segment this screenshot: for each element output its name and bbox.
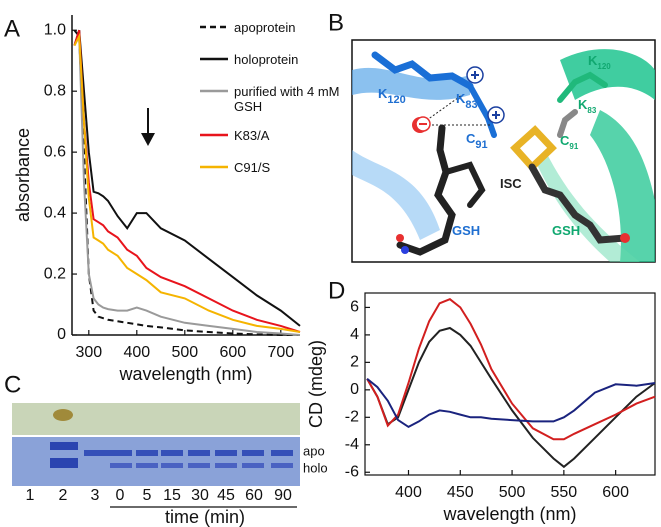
structure-label: ISC	[500, 176, 522, 191]
label-text: ISC	[500, 176, 522, 191]
x-tick-label: 550	[551, 484, 578, 501]
lane-label: 15	[163, 487, 181, 504]
lane-label: 45	[217, 487, 235, 504]
structure-label: GSH	[552, 223, 580, 238]
y-tick-label: 1.0	[44, 21, 66, 38]
legend-label: C91/S	[234, 160, 346, 175]
lane-label: 5	[143, 487, 152, 504]
lane-label: 30	[191, 487, 209, 504]
lane-label: 1	[26, 487, 35, 504]
x-tick-label: 700	[267, 344, 294, 361]
y-axis-title: CD (mdeg)	[306, 340, 326, 428]
y-tick-label: -2	[345, 409, 359, 426]
lane-label: 3	[91, 487, 100, 504]
lane-label: 2	[59, 487, 68, 504]
x-tick-label: 400	[123, 344, 150, 361]
legend-label: K83/A	[234, 128, 346, 143]
figure: A B C D K120K83C91ISCGSHGSHK120K83C91	[0, 0, 661, 527]
data-line	[367, 299, 655, 439]
lane-label: 90	[274, 487, 292, 504]
label-subscript: 120	[387, 94, 405, 106]
x-tick-label: 300	[75, 344, 102, 361]
structure-label: GSH	[452, 223, 480, 238]
x-tick-label: 600	[602, 484, 629, 501]
x-axis-title: wavelength (nm)	[442, 504, 576, 524]
legend-label: apoprotein	[234, 20, 346, 35]
y-tick-label: 0	[57, 326, 66, 343]
band-label: apo	[303, 443, 325, 458]
panel-letter: C	[4, 371, 21, 398]
x-tick-label: 450	[447, 484, 474, 501]
y-tick-label: 0	[350, 381, 359, 398]
y-tick-label: 6	[350, 299, 359, 316]
label-text: GSH	[552, 223, 580, 238]
structure-image	[352, 40, 655, 262]
y-axis-title: absorbance	[13, 128, 33, 222]
legend-label: holoprotein	[234, 52, 346, 67]
label-subscript: 91	[475, 139, 487, 151]
x-axis-title: wavelength (nm)	[118, 364, 252, 384]
legend-entry: purified with 4 mM GSH	[234, 84, 346, 118]
band-label: holo	[303, 460, 328, 475]
label-subscript: 91	[569, 142, 578, 151]
y-tick-label: -4	[345, 436, 359, 453]
panel-letter: D	[328, 277, 345, 304]
arrow	[141, 108, 155, 146]
x-tick-label: 500	[499, 484, 526, 501]
label-subscript: 120	[597, 62, 611, 71]
label-subscript: 83	[465, 99, 477, 111]
lane-label: 0	[116, 487, 125, 504]
legend-entry: holoprotein	[234, 52, 346, 86]
y-tick-label: 0.8	[44, 82, 66, 99]
y-tick-label: 2	[350, 354, 359, 371]
legend-entry: K83/A	[234, 128, 346, 162]
panel-letter: A	[4, 15, 20, 42]
label-text: GSH	[452, 223, 480, 238]
y-tick-label: 0.6	[44, 143, 66, 160]
legend-entry: C91/S	[234, 160, 346, 194]
lane-label: 60	[245, 487, 263, 504]
gel-x-title: time (min)	[165, 507, 245, 527]
y-tick-label: 0.4	[44, 204, 66, 221]
y-tick-label: -6	[345, 463, 359, 480]
y-tick-label: 0.2	[44, 265, 66, 282]
label-subscript: 83	[587, 106, 596, 115]
x-tick-label: 500	[171, 344, 198, 361]
y-tick-label: 4	[350, 326, 359, 343]
legend-label: purified with 4 mM GSH	[234, 84, 346, 114]
data-line	[367, 328, 655, 467]
x-tick-label: 600	[219, 344, 246, 361]
x-tick-label: 400	[395, 484, 422, 501]
legend-entry: apoprotein	[234, 20, 346, 54]
